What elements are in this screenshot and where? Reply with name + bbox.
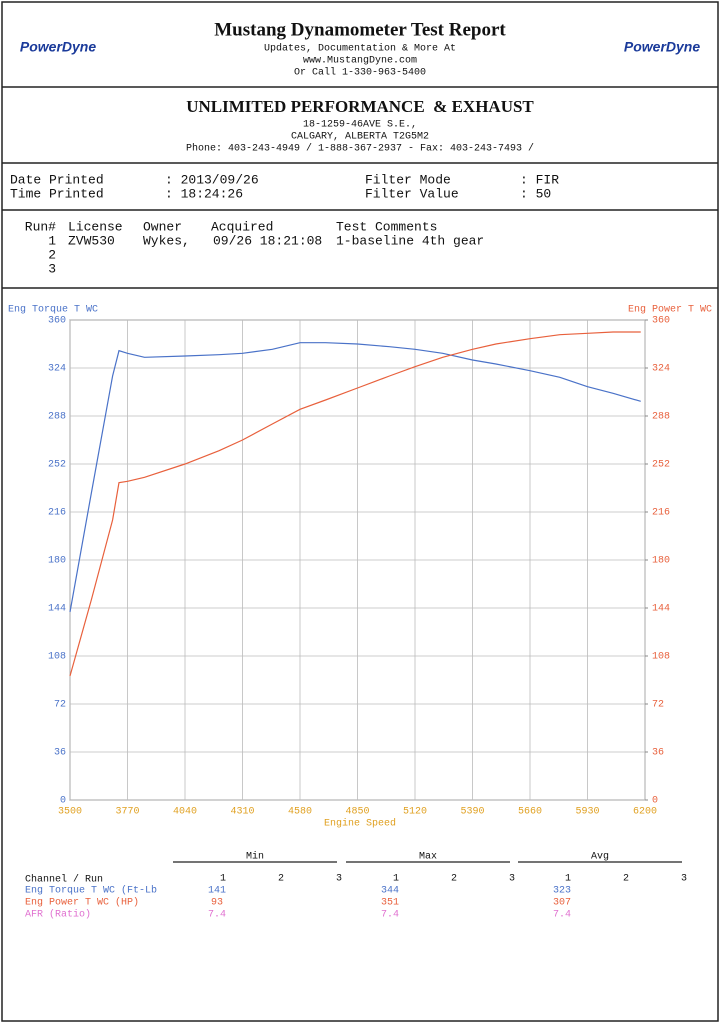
series-line	[69, 331, 641, 677]
logo: PowerDyne	[20, 39, 96, 55]
shop-line: 18-1259-46AVE S.E.,	[303, 120, 417, 131]
runs-header: Run#	[25, 219, 56, 234]
shop-line: CALGARY, ALBERTA T2G5M2	[291, 132, 429, 143]
info-cell: Filter Value	[365, 186, 459, 201]
runs-header: License	[68, 219, 123, 234]
title: Mustang Dynamometer Test Report	[214, 19, 506, 40]
x-tick-label: 3770	[115, 807, 139, 818]
info-cell: Date Printed	[10, 172, 104, 187]
x-tick-label: 4580	[288, 807, 312, 818]
y2-tick-label: 216	[652, 508, 670, 519]
run-number: 1	[565, 874, 571, 885]
summary-value: 351	[381, 898, 399, 909]
summary-value: 323	[553, 886, 571, 897]
y2-tick-label: 180	[652, 556, 670, 567]
run-number: 3	[509, 874, 515, 885]
y-tick-label: 288	[48, 412, 66, 423]
x-tick-label: 4850	[345, 807, 369, 818]
runs-cell: 09/26 18:21:08	[213, 233, 322, 248]
info-cell: : 2013/09/26	[165, 172, 259, 187]
channel-name: AFR (Ratio)	[25, 909, 91, 921]
y2-tick-label: 144	[652, 604, 670, 615]
y2-tick-label: 0	[652, 796, 658, 807]
runs-cell: Wykes,	[143, 233, 190, 248]
y-tick-label: 360	[48, 316, 66, 327]
info-cell: Time Printed	[10, 186, 104, 201]
summary-value: 141	[208, 886, 226, 897]
run-number: 1	[220, 874, 226, 885]
header-line: www.MustangDyne.com	[303, 56, 417, 67]
runs-header: Test Comments	[336, 219, 437, 234]
x-tick-label: 3500	[58, 807, 82, 818]
group-header: Avg	[591, 852, 609, 863]
y-tick-label: 144	[48, 604, 66, 615]
info-cell: : FIR	[520, 172, 559, 187]
y2-tick-label: 36	[652, 748, 664, 759]
run-number: 1	[393, 874, 399, 885]
series-name: Eng Power T WC	[628, 305, 712, 316]
y-tick-label: 108	[48, 652, 66, 663]
summary-value: 7.4	[381, 910, 399, 921]
summary-value: 7.4	[208, 910, 226, 921]
runs-cell: 1-baseline 4th gear	[336, 233, 484, 248]
header-line: Or Call 1-330-963-5400	[294, 67, 426, 79]
runs-header: Owner	[143, 219, 182, 234]
run-number: 3	[681, 874, 687, 885]
runs-cell: 1	[48, 233, 56, 248]
y-tick-label: 72	[54, 700, 66, 711]
x-tick-label: 5120	[403, 807, 427, 818]
series-name: Eng Torque T WC	[8, 305, 98, 316]
x-tick-label: 5660	[518, 807, 542, 818]
y2-tick-label: 360	[652, 316, 670, 327]
y2-tick-label: 324	[652, 364, 670, 375]
runs-cell: 2	[48, 247, 56, 262]
y2-tick-label: 288	[652, 412, 670, 423]
x-tick-label: 5930	[575, 807, 599, 818]
shop-line: Phone: 403-243-4949 / 1-888-367-2937 - F…	[186, 143, 534, 155]
group-header: Max	[419, 852, 437, 863]
x-tick-label: 4310	[230, 807, 254, 818]
y2-tick-label: 72	[652, 700, 664, 711]
runs-cell: ZVW530	[68, 233, 115, 248]
y-tick-label: 36	[54, 748, 66, 759]
group-header: Min	[246, 851, 264, 863]
x-tick-label: 5390	[460, 807, 484, 818]
y-tick-label: 0	[60, 796, 66, 807]
info-cell: Filter Mode	[365, 172, 451, 187]
summary-value: 7.4	[553, 910, 571, 921]
summary-value: 344	[381, 886, 399, 897]
run-number: 2	[451, 874, 457, 885]
x-tick-label: 6200	[633, 807, 657, 818]
x-axis-label: Engine Speed	[324, 818, 396, 830]
runs-header: Acquired	[211, 219, 273, 234]
channel-name: Eng Torque T WC (Ft-Lb	[25, 885, 157, 897]
x-tick-label: 4040	[173, 807, 197, 818]
shop-name: UNLIMITED PERFORMANCE & EXHAUST	[186, 97, 534, 116]
y-tick-label: 252	[48, 460, 66, 471]
runs-cell: 3	[48, 261, 56, 276]
summary-value: 93	[211, 898, 223, 909]
y-tick-label: 216	[48, 508, 66, 519]
series-line	[69, 342, 641, 613]
run-number: 2	[623, 874, 629, 885]
summary-label: Channel / Run	[25, 874, 103, 886]
info-cell: : 50	[520, 186, 551, 201]
info-cell: : 18:24:26	[165, 186, 243, 201]
y2-tick-label: 108	[652, 652, 670, 663]
logo: PowerDyne	[624, 39, 700, 55]
header-line: Updates, Documentation & More At	[264, 43, 456, 55]
y2-tick-label: 252	[652, 460, 670, 471]
channel-name: Eng Power T WC (HP)	[25, 897, 139, 909]
run-number: 3	[336, 874, 342, 885]
run-number: 2	[278, 874, 284, 885]
summary-value: 307	[553, 898, 571, 909]
y-tick-label: 180	[48, 556, 66, 567]
y-tick-label: 324	[48, 364, 66, 375]
